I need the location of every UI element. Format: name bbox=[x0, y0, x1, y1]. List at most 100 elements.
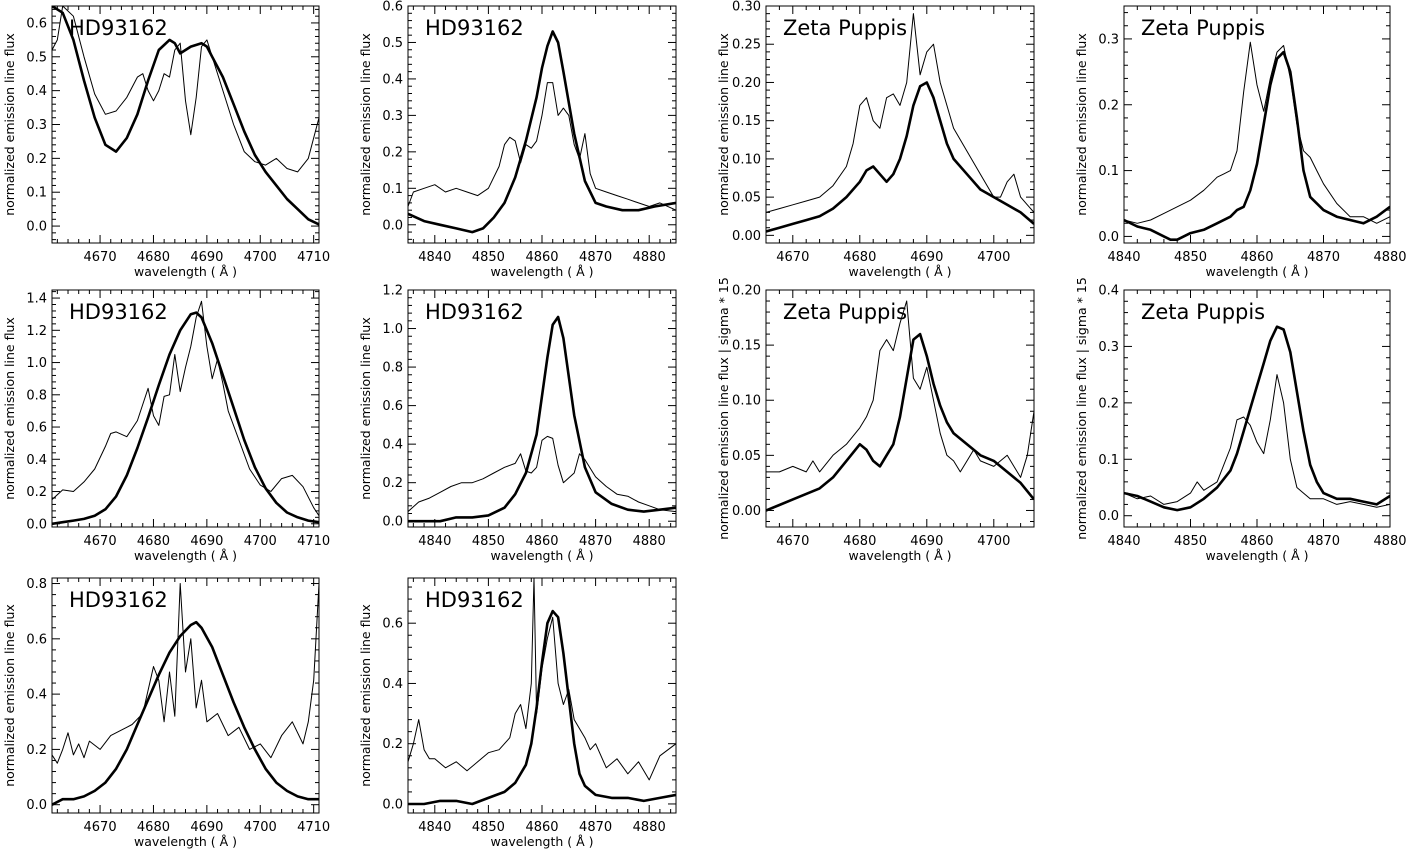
y-tick-label: 0.15 bbox=[732, 114, 761, 129]
x-tick-label: 4860 bbox=[1240, 250, 1273, 265]
x-tick-label: 4870 bbox=[1307, 534, 1340, 549]
series-line-thin bbox=[52, 300, 319, 516]
series-line-thin bbox=[52, 6, 319, 173]
x-axis-label: wavelength ( Å ) bbox=[134, 548, 237, 563]
x-tick-label: 4680 bbox=[137, 250, 170, 265]
panel-title: HD93162 bbox=[69, 16, 168, 40]
y-tick-label: 0.3 bbox=[382, 109, 403, 124]
series-line-thick bbox=[408, 315, 676, 523]
series-line-thin bbox=[766, 13, 1034, 213]
y-tick-label: 0.2 bbox=[382, 737, 403, 752]
x-tick-label: 4690 bbox=[910, 250, 943, 265]
y-axis-label: normalized emission line flux bbox=[358, 604, 373, 787]
panel-title: HD93162 bbox=[425, 588, 524, 612]
x-tick-label: 4840 bbox=[418, 820, 451, 835]
series-line-thick bbox=[766, 81, 1034, 233]
x-tick-label: 4710 bbox=[297, 534, 330, 549]
chart-panel-6: 4840 4850 4860 4870 4880 0.0 0.2 0.4 0.6 0.8 1.0 1.… bbox=[358, 284, 677, 563]
y-tick-label: 1.0 bbox=[26, 356, 47, 371]
x-tick-label: 4850 bbox=[472, 820, 505, 835]
y-tick-label: 0.2 bbox=[382, 145, 403, 160]
x-tick-label: 4670 bbox=[776, 250, 809, 265]
y-tick-label: 0.2 bbox=[1098, 98, 1119, 113]
chart-panel-10: 4840 4850 4860 4870 4880 0.0 0.2 0.4 0.6 waveleng… bbox=[358, 577, 677, 849]
series-line-thick bbox=[766, 332, 1034, 512]
y-tick-label: 0.2 bbox=[26, 743, 47, 758]
y-tick-label: 0.4 bbox=[26, 688, 47, 703]
chart-panel-5: 4670 4680 4690 4700 4710 0.0 0.2 0.4 0.6 0.8 1.0 1.… bbox=[2, 289, 330, 563]
y-tick-label: 0.1 bbox=[1098, 164, 1119, 179]
y-tick-label: 0.8 bbox=[26, 577, 47, 592]
y-tick-label: 0.6 bbox=[26, 632, 47, 647]
chart-panel-8: 4840 4850 4860 4870 4880 0.0 0.1 0.2 0.3 0.4 wavel… bbox=[1074, 277, 1407, 563]
x-tick-label: 4860 bbox=[525, 534, 558, 549]
plot-frame bbox=[765, 5, 1035, 244]
x-tick-label: 4680 bbox=[843, 250, 876, 265]
y-tick-label: 0.8 bbox=[26, 388, 47, 403]
x-tick-label: 4870 bbox=[1307, 250, 1340, 265]
panel-title: HD93162 bbox=[425, 300, 524, 324]
series-line-thin bbox=[1124, 41, 1390, 224]
y-tick-label: 0.00 bbox=[732, 229, 761, 244]
series-line-thin bbox=[408, 82, 676, 211]
x-axis-label: wavelength ( Å ) bbox=[134, 264, 237, 279]
y-tick-label: 0.4 bbox=[26, 84, 47, 99]
panel-title: Zeta Puppis bbox=[783, 16, 907, 40]
x-tick-label: 4710 bbox=[297, 820, 330, 835]
x-tick-label: 4690 bbox=[190, 820, 223, 835]
y-tick-label: 0.1 bbox=[382, 182, 403, 197]
x-tick-label: 4700 bbox=[244, 250, 277, 265]
y-tick-label: 0.2 bbox=[26, 152, 47, 167]
y-axis-label: normalized emission line flux | sigma * … bbox=[716, 277, 731, 540]
y-tick-label: 0.15 bbox=[732, 339, 761, 354]
plot-frame bbox=[407, 577, 677, 814]
x-axis-label: wavelength ( Å ) bbox=[490, 548, 593, 563]
y-tick-label: 0.4 bbox=[382, 677, 403, 692]
x-tick-label: 4690 bbox=[190, 250, 223, 265]
x-tick-label: 4690 bbox=[910, 534, 943, 549]
x-tick-label: 4850 bbox=[472, 534, 505, 549]
x-tick-label: 4700 bbox=[977, 534, 1010, 549]
x-tick-label: 4850 bbox=[1174, 534, 1207, 549]
series-line-thick bbox=[52, 311, 319, 526]
y-tick-label: 0.6 bbox=[382, 0, 403, 15]
x-tick-label: 4850 bbox=[472, 250, 505, 265]
y-tick-label: 0.10 bbox=[732, 394, 761, 409]
plot-frame bbox=[407, 289, 677, 528]
x-tick-label: 4680 bbox=[137, 820, 170, 835]
y-axis-label: normalized emission line flux bbox=[358, 33, 373, 216]
x-tick-label: 4840 bbox=[1107, 534, 1140, 549]
x-tick-label: 4880 bbox=[1373, 250, 1406, 265]
y-tick-label: 0.3 bbox=[1098, 32, 1119, 47]
x-tick-label: 4680 bbox=[843, 534, 876, 549]
panel-title: Zeta Puppis bbox=[1141, 16, 1265, 40]
x-tick-label: 4870 bbox=[579, 250, 612, 265]
chart-panel-7: 4670 4680 4690 4700 0.00 0.05 0.10 0.15 0.20 wave… bbox=[716, 277, 1035, 563]
x-axis-label: wavelength ( Å ) bbox=[134, 834, 237, 849]
x-tick-label: 4700 bbox=[244, 820, 277, 835]
y-tick-label: 1.2 bbox=[382, 284, 403, 299]
y-axis-label: normalized emission line flux bbox=[358, 317, 373, 500]
x-tick-label: 4840 bbox=[418, 250, 451, 265]
y-tick-label: 0.05 bbox=[732, 449, 761, 464]
y-tick-label: 1.2 bbox=[26, 324, 47, 339]
y-tick-label: 0.4 bbox=[26, 453, 47, 468]
series-line-thick bbox=[1124, 50, 1390, 241]
y-axis-label: normalized emission line flux bbox=[2, 604, 17, 787]
x-tick-label: 4880 bbox=[633, 820, 666, 835]
x-tick-label: 4870 bbox=[579, 820, 612, 835]
chart-panel-9: 4670 4680 4690 4700 4710 0.0 0.2 0.4 0.6 0.8 wavel… bbox=[2, 577, 330, 849]
panel-title: HD93162 bbox=[69, 588, 168, 612]
y-tick-label: 0.20 bbox=[732, 284, 761, 299]
y-tick-label: 0.3 bbox=[26, 118, 47, 133]
x-tick-label: 4840 bbox=[1107, 250, 1140, 265]
x-tick-label: 4880 bbox=[1373, 534, 1406, 549]
x-axis-label: wavelength ( Å ) bbox=[490, 834, 593, 849]
y-tick-label: 0.5 bbox=[26, 50, 47, 65]
x-tick-label: 4840 bbox=[418, 534, 451, 549]
plot-frame bbox=[51, 5, 320, 244]
x-axis-label: wavelength ( Å ) bbox=[848, 264, 951, 279]
x-tick-label: 4710 bbox=[297, 250, 330, 265]
x-tick-label: 4670 bbox=[776, 534, 809, 549]
